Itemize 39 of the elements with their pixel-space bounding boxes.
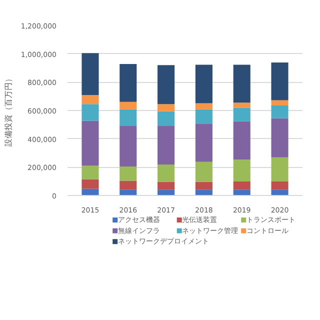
bar bbox=[158, 65, 175, 104]
bar bbox=[82, 166, 99, 180]
bar bbox=[271, 100, 288, 106]
bar bbox=[233, 102, 250, 108]
bar bbox=[158, 164, 175, 182]
bar bbox=[120, 180, 137, 190]
bar bbox=[120, 64, 137, 102]
bar bbox=[158, 182, 175, 190]
bar bbox=[82, 179, 99, 189]
bar bbox=[82, 104, 99, 121]
bar bbox=[233, 181, 250, 190]
bar bbox=[82, 120, 99, 166]
bar bbox=[233, 160, 250, 182]
bar bbox=[195, 109, 212, 124]
y-axis-title: 設備投資（百万円） bbox=[4, 74, 13, 146]
bar bbox=[82, 95, 99, 104]
bar bbox=[158, 126, 175, 164]
bar bbox=[195, 124, 212, 162]
bar bbox=[271, 106, 288, 118]
bar bbox=[271, 181, 288, 190]
bar bbox=[233, 121, 250, 160]
bar bbox=[158, 111, 175, 126]
bar bbox=[271, 118, 288, 158]
bar bbox=[271, 157, 288, 182]
bar bbox=[195, 182, 212, 190]
bar bbox=[233, 64, 250, 103]
bar bbox=[82, 53, 99, 96]
bar bbox=[120, 102, 137, 110]
bar bbox=[120, 166, 137, 181]
bar bbox=[120, 109, 137, 126]
bar bbox=[120, 126, 137, 166]
bar bbox=[271, 190, 288, 196]
bar bbox=[271, 62, 288, 100]
bar bbox=[195, 64, 212, 104]
bar bbox=[158, 104, 175, 112]
bar bbox=[82, 188, 99, 196]
bar bbox=[233, 108, 250, 122]
bar bbox=[195, 162, 212, 182]
bar bbox=[195, 103, 212, 110]
